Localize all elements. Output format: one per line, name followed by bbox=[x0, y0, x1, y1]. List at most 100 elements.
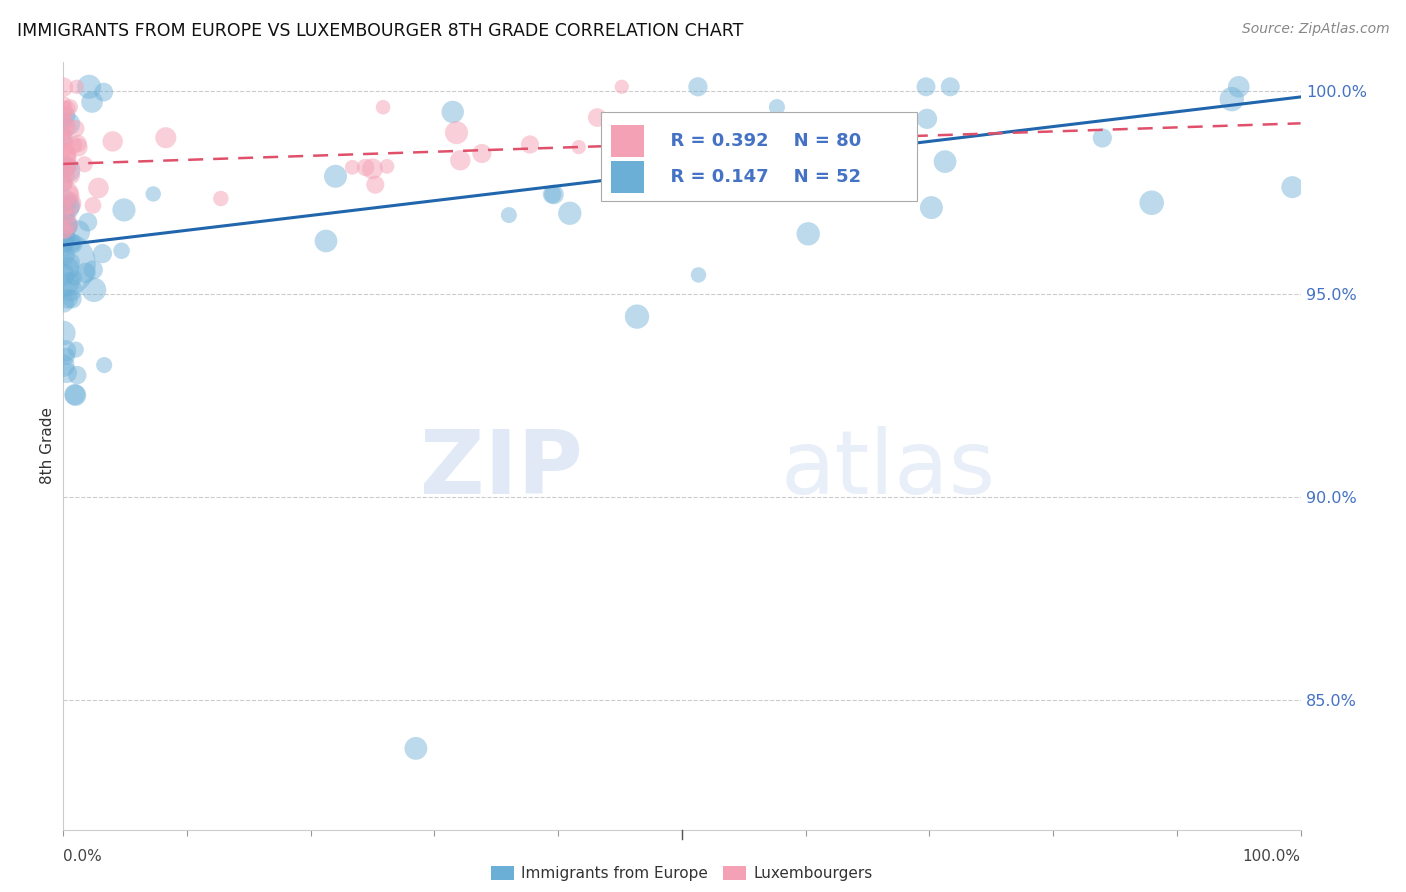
Point bbox=[558, 206, 581, 220]
Point bbox=[209, 192, 232, 206]
Text: R = 0.147    N = 52: R = 0.147 N = 52 bbox=[658, 168, 862, 186]
Point bbox=[110, 244, 132, 258]
Point bbox=[56, 292, 79, 306]
Point bbox=[58, 218, 80, 232]
Point bbox=[58, 198, 80, 212]
Point bbox=[53, 235, 76, 250]
FancyBboxPatch shape bbox=[602, 112, 917, 201]
Point bbox=[1140, 195, 1163, 210]
Point bbox=[55, 109, 77, 123]
Point bbox=[53, 222, 76, 236]
Point bbox=[375, 160, 398, 174]
Point bbox=[52, 160, 75, 174]
Point bbox=[53, 177, 76, 191]
Point bbox=[342, 161, 364, 175]
Point bbox=[56, 188, 79, 202]
Point bbox=[915, 79, 938, 94]
Point bbox=[53, 295, 76, 310]
Point bbox=[1220, 92, 1243, 106]
Point bbox=[52, 257, 75, 271]
Point bbox=[59, 168, 82, 182]
Text: ZIP: ZIP bbox=[420, 425, 583, 513]
Point bbox=[52, 161, 75, 176]
Point bbox=[87, 181, 110, 195]
Point bbox=[83, 283, 105, 297]
Point bbox=[63, 270, 86, 285]
Point bbox=[56, 102, 79, 116]
Point bbox=[73, 157, 96, 171]
Point bbox=[53, 196, 76, 211]
Point bbox=[53, 162, 76, 177]
Point bbox=[91, 246, 114, 260]
Point bbox=[920, 201, 942, 215]
Point bbox=[626, 310, 648, 324]
Bar bbox=[612, 161, 644, 193]
Point bbox=[519, 137, 541, 152]
Point bbox=[53, 344, 76, 359]
Point bbox=[52, 136, 75, 150]
Point bbox=[371, 100, 394, 114]
Point bbox=[67, 225, 90, 239]
Point bbox=[60, 283, 83, 297]
Point bbox=[361, 161, 384, 176]
Point bbox=[59, 196, 82, 211]
Point bbox=[65, 388, 87, 402]
Point bbox=[62, 138, 84, 153]
Text: Source: ZipAtlas.com: Source: ZipAtlas.com bbox=[1241, 22, 1389, 37]
Point bbox=[55, 366, 77, 380]
Point bbox=[52, 126, 75, 140]
Point bbox=[364, 178, 387, 192]
Point bbox=[449, 153, 471, 168]
Point bbox=[59, 100, 82, 114]
Point bbox=[56, 163, 79, 178]
Point bbox=[142, 186, 165, 201]
Point bbox=[67, 136, 90, 151]
Point bbox=[915, 112, 938, 126]
Y-axis label: 8th Grade: 8th Grade bbox=[39, 408, 55, 484]
Point bbox=[52, 268, 75, 282]
Point bbox=[586, 111, 609, 125]
Point bbox=[52, 144, 75, 158]
Point bbox=[52, 359, 75, 373]
Point bbox=[55, 349, 77, 363]
Point bbox=[52, 109, 75, 123]
Point bbox=[56, 230, 79, 244]
Point bbox=[77, 79, 100, 94]
Point bbox=[66, 79, 89, 94]
Point bbox=[82, 198, 104, 212]
Point bbox=[446, 126, 468, 140]
Point bbox=[315, 234, 337, 248]
Point bbox=[52, 96, 75, 111]
Point bbox=[52, 114, 75, 128]
Point bbox=[52, 248, 75, 262]
Text: IMMIGRANTS FROM EUROPE VS LUXEMBOURGER 8TH GRADE CORRELATION CHART: IMMIGRANTS FROM EUROPE VS LUXEMBOURGER 8… bbox=[17, 22, 744, 40]
Point bbox=[541, 187, 564, 202]
Point bbox=[688, 268, 710, 282]
Point bbox=[53, 194, 76, 208]
Point bbox=[65, 343, 87, 357]
Bar bbox=[612, 125, 644, 157]
Text: atlas: atlas bbox=[780, 425, 995, 513]
Point bbox=[934, 154, 956, 169]
Point bbox=[52, 80, 75, 95]
Point bbox=[686, 79, 709, 94]
Point bbox=[58, 276, 80, 290]
Point bbox=[498, 208, 520, 222]
Point bbox=[52, 241, 75, 255]
Point bbox=[52, 326, 75, 340]
Point bbox=[80, 95, 103, 109]
Point bbox=[56, 208, 79, 222]
Point bbox=[58, 117, 80, 131]
Point bbox=[112, 202, 135, 217]
Point bbox=[155, 130, 177, 145]
Point bbox=[65, 121, 87, 136]
Point bbox=[67, 140, 90, 154]
Point bbox=[52, 132, 75, 146]
Point bbox=[441, 104, 464, 119]
Point bbox=[53, 103, 76, 117]
Point bbox=[52, 220, 75, 235]
Point bbox=[52, 229, 75, 244]
Text: R = 0.392    N = 80: R = 0.392 N = 80 bbox=[658, 132, 862, 150]
Point bbox=[52, 201, 75, 215]
Point bbox=[610, 79, 633, 94]
